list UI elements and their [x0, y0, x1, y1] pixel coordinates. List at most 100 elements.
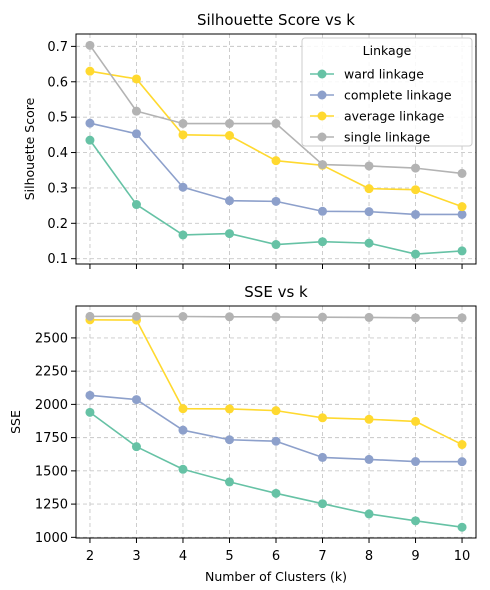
- silhouette-ticks: 0.1 0.2 0.3 0.4 0.5 0.6 0.7: [47, 40, 463, 269]
- sse-point-complete-linkage: [318, 452, 328, 462]
- silhouette-series-single-linkage: [85, 40, 467, 178]
- sse-x-tick-label: 3: [132, 549, 140, 564]
- silhouette-y-tick-label: 0.3: [47, 181, 68, 196]
- silhouette-point-complete-linkage: [271, 196, 281, 206]
- sse-series-layer: [85, 311, 467, 532]
- sse-y-tick-label: 1250: [35, 498, 68, 513]
- sse-point-single-linkage: [224, 312, 234, 322]
- sse-point-single-linkage: [411, 313, 421, 323]
- sse-point-complete-linkage: [411, 457, 421, 467]
- silhouette-point-ward-linkage: [318, 237, 328, 247]
- legend-marker-ward-linkage: [317, 69, 327, 79]
- silhouette-y-tick-label: 0.2: [47, 217, 68, 232]
- legend-label-single-linkage: single linkage: [344, 130, 430, 145]
- sse-point-single-linkage: [364, 312, 374, 322]
- legend-frame: [301, 37, 473, 147]
- sse-chart-title: SSE vs k: [244, 283, 308, 301]
- sse-point-average-linkage: [224, 404, 234, 414]
- silhouette-point-single-linkage: [318, 160, 328, 170]
- sse-point-single-linkage: [457, 313, 467, 323]
- silhouette-y-tick-label: 0.1: [47, 252, 68, 267]
- silhouette-point-ward-linkage: [364, 238, 374, 248]
- sse-point-ward-linkage: [318, 499, 328, 509]
- sse-point-ward-linkage: [224, 477, 234, 487]
- silhouette-point-average-linkage: [85, 66, 95, 76]
- sse-point-single-linkage: [131, 311, 141, 321]
- sse-point-average-linkage: [411, 416, 421, 426]
- sse-series-complete-linkage: [85, 390, 467, 467]
- silhouette-point-single-linkage: [131, 106, 141, 116]
- sse-point-average-linkage: [364, 414, 374, 424]
- silhouette-point-complete-linkage: [131, 129, 141, 139]
- sse-x-tick-label: 8: [365, 549, 373, 564]
- sse-point-complete-linkage: [131, 395, 141, 405]
- silhouette-y-tick-label: 0.4: [47, 146, 68, 161]
- sse-gridlines: [76, 306, 476, 538]
- sse-x-tick-label: 7: [318, 549, 326, 564]
- silhouette-chart-title: Silhouette Score vs k: [197, 11, 355, 29]
- silhouette-series-complete-linkage: [85, 118, 467, 219]
- silhouette-point-complete-linkage: [364, 207, 374, 217]
- legend-marker-complete-linkage: [317, 90, 327, 100]
- silhouette-point-single-linkage: [364, 161, 374, 171]
- silhouette-point-single-linkage: [411, 163, 421, 173]
- silhouette-y-tick-label: 0.7: [47, 40, 68, 55]
- silhouette-series-ward-linkage: [85, 135, 467, 259]
- silhouette-point-complete-linkage: [178, 182, 188, 192]
- silhouette-point-average-linkage: [411, 185, 421, 195]
- sse-point-ward-linkage: [271, 488, 281, 498]
- legend-label-ward-linkage: ward linkage: [344, 67, 424, 82]
- silhouette-point-ward-linkage: [224, 229, 234, 239]
- silhouette-point-single-linkage: [178, 119, 188, 129]
- sse-point-ward-linkage: [457, 522, 467, 532]
- silhouette-point-complete-linkage: [85, 118, 95, 128]
- legend-marker-average-linkage: [317, 111, 327, 121]
- sse-y-tick-label: 1500: [35, 464, 68, 479]
- sse-point-average-linkage: [271, 406, 281, 416]
- silhouette-point-ward-linkage: [411, 249, 421, 259]
- sse-x-tick-label: 10: [454, 549, 471, 564]
- legend-entry-complete-linkage: complete linkage: [310, 88, 452, 103]
- sse-ticks: 2 3 4 5 6 7 8 9 10 1000 1250 1500 1750 2000 2250 2500: [35, 331, 470, 564]
- sse-point-complete-linkage: [271, 436, 281, 446]
- sse-y-tick-label: 2500: [35, 331, 68, 346]
- sse-point-ward-linkage: [411, 516, 421, 526]
- legend-title: Linkage: [363, 43, 412, 58]
- sse-y-tick-label: 2000: [35, 398, 68, 413]
- silhouette-point-average-linkage: [364, 184, 374, 194]
- silhouette-point-complete-linkage: [457, 209, 467, 219]
- silhouette-point-ward-linkage: [271, 240, 281, 250]
- sse-y-axis-label: SSE: [8, 410, 23, 434]
- silhouette-point-complete-linkage: [224, 196, 234, 206]
- legend-entry-single-linkage: single linkage: [310, 130, 430, 145]
- sse-point-complete-linkage: [364, 454, 374, 464]
- silhouette-point-average-linkage: [178, 130, 188, 140]
- silhouette-chart: Silhouette Score vs k 0.1 0.2 0.3 0.4 0.5 0.6…: [22, 11, 477, 269]
- sse-chart: SSE vs k 2 3 4 5 6 7 8 9 10100012501500175020002…: [8, 283, 477, 584]
- sse-x-axis-label: Number of Clusters (k): [205, 569, 347, 584]
- sse-point-ward-linkage: [178, 464, 188, 474]
- silhouette-point-single-linkage: [457, 168, 467, 178]
- sse-point-complete-linkage: [457, 457, 467, 467]
- silhouette-point-ward-linkage: [457, 246, 467, 256]
- sse-point-average-linkage: [457, 440, 467, 450]
- sse-x-tick-label: 4: [179, 549, 187, 564]
- silhouette-point-complete-linkage: [411, 209, 421, 219]
- silhouette-point-complete-linkage: [318, 206, 328, 216]
- sse-point-average-linkage: [318, 413, 328, 423]
- sse-point-single-linkage: [178, 312, 188, 322]
- silhouette-point-average-linkage: [131, 74, 141, 84]
- sse-point-complete-linkage: [85, 390, 95, 400]
- sse-point-ward-linkage: [85, 407, 95, 417]
- silhouette-point-single-linkage: [271, 119, 281, 129]
- legend-entry-ward-linkage: ward linkage: [310, 67, 424, 82]
- sse-point-ward-linkage: [364, 509, 374, 519]
- sse-series-ward-linkage: [85, 407, 467, 532]
- silhouette-y-tick-label: 0.5: [47, 111, 68, 126]
- sse-point-average-linkage: [178, 404, 188, 414]
- sse-point-complete-linkage: [178, 425, 188, 435]
- sse-x-tick-label: 9: [411, 549, 419, 564]
- legend: Linkage ward linkage complete linkage aver…: [301, 37, 473, 147]
- sse-y-tick-label: 1000: [35, 531, 68, 546]
